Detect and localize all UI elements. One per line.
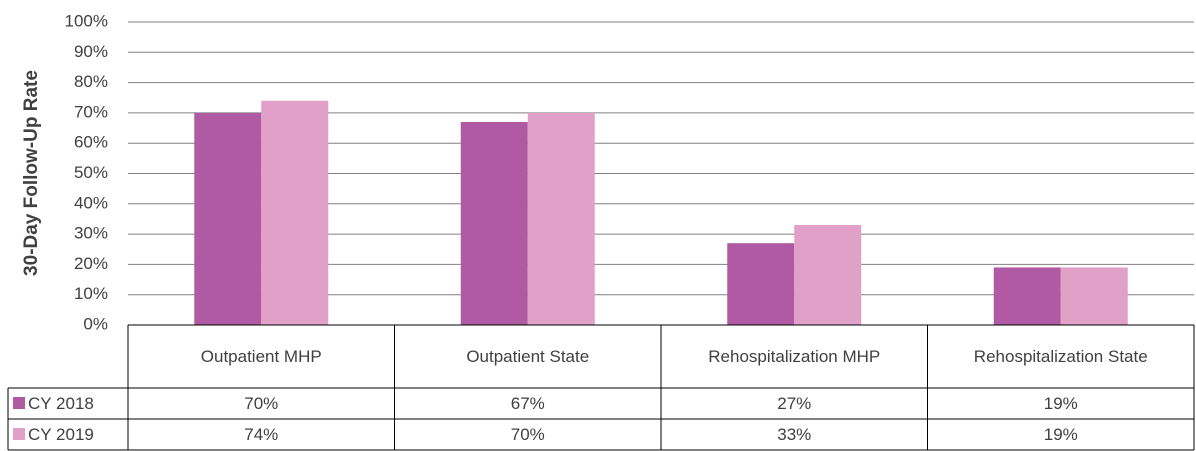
bar (794, 225, 862, 325)
y-axis-label: 30-Day Follow-Up Rate (21, 70, 42, 276)
bar (727, 243, 795, 325)
category-label: Rehospitalization State (973, 346, 1148, 366)
data-label: 19% (1043, 393, 1078, 413)
bar (194, 112, 262, 326)
bar (1060, 267, 1128, 325)
bar (993, 267, 1061, 325)
data-label: 27% (777, 393, 812, 413)
y-tick-label: 30% (74, 224, 108, 243)
y-tick-label: 90% (74, 42, 108, 61)
legend-swatch (13, 428, 25, 440)
legend-swatch (13, 397, 25, 409)
y-tick-label: 0% (83, 314, 108, 333)
legend-label: CY 2019 (28, 424, 94, 444)
y-tick-label: 10% (74, 284, 108, 303)
category-label: Outpatient State (466, 346, 590, 366)
y-tick-label: 80% (74, 72, 108, 91)
data-label: 70% (244, 393, 279, 413)
data-label: 33% (777, 424, 812, 444)
category-label: Outpatient MHP (200, 346, 322, 366)
y-tick-label: 40% (74, 193, 108, 212)
legend-label: CY 2018 (28, 393, 94, 413)
y-tick-label: 60% (74, 133, 108, 152)
data-label: 19% (1043, 424, 1078, 444)
category-label: Rehospitalization MHP (708, 346, 881, 366)
y-tick-label: 20% (74, 254, 108, 273)
data-label: 74% (244, 424, 279, 444)
y-tick-label: 100% (65, 11, 108, 30)
data-label: 70% (510, 424, 545, 444)
bar (261, 100, 329, 325)
y-tick-label: 70% (74, 102, 108, 121)
bar (527, 112, 595, 326)
bar (460, 121, 528, 326)
data-label: 67% (510, 393, 545, 413)
y-tick-label: 50% (74, 163, 108, 182)
